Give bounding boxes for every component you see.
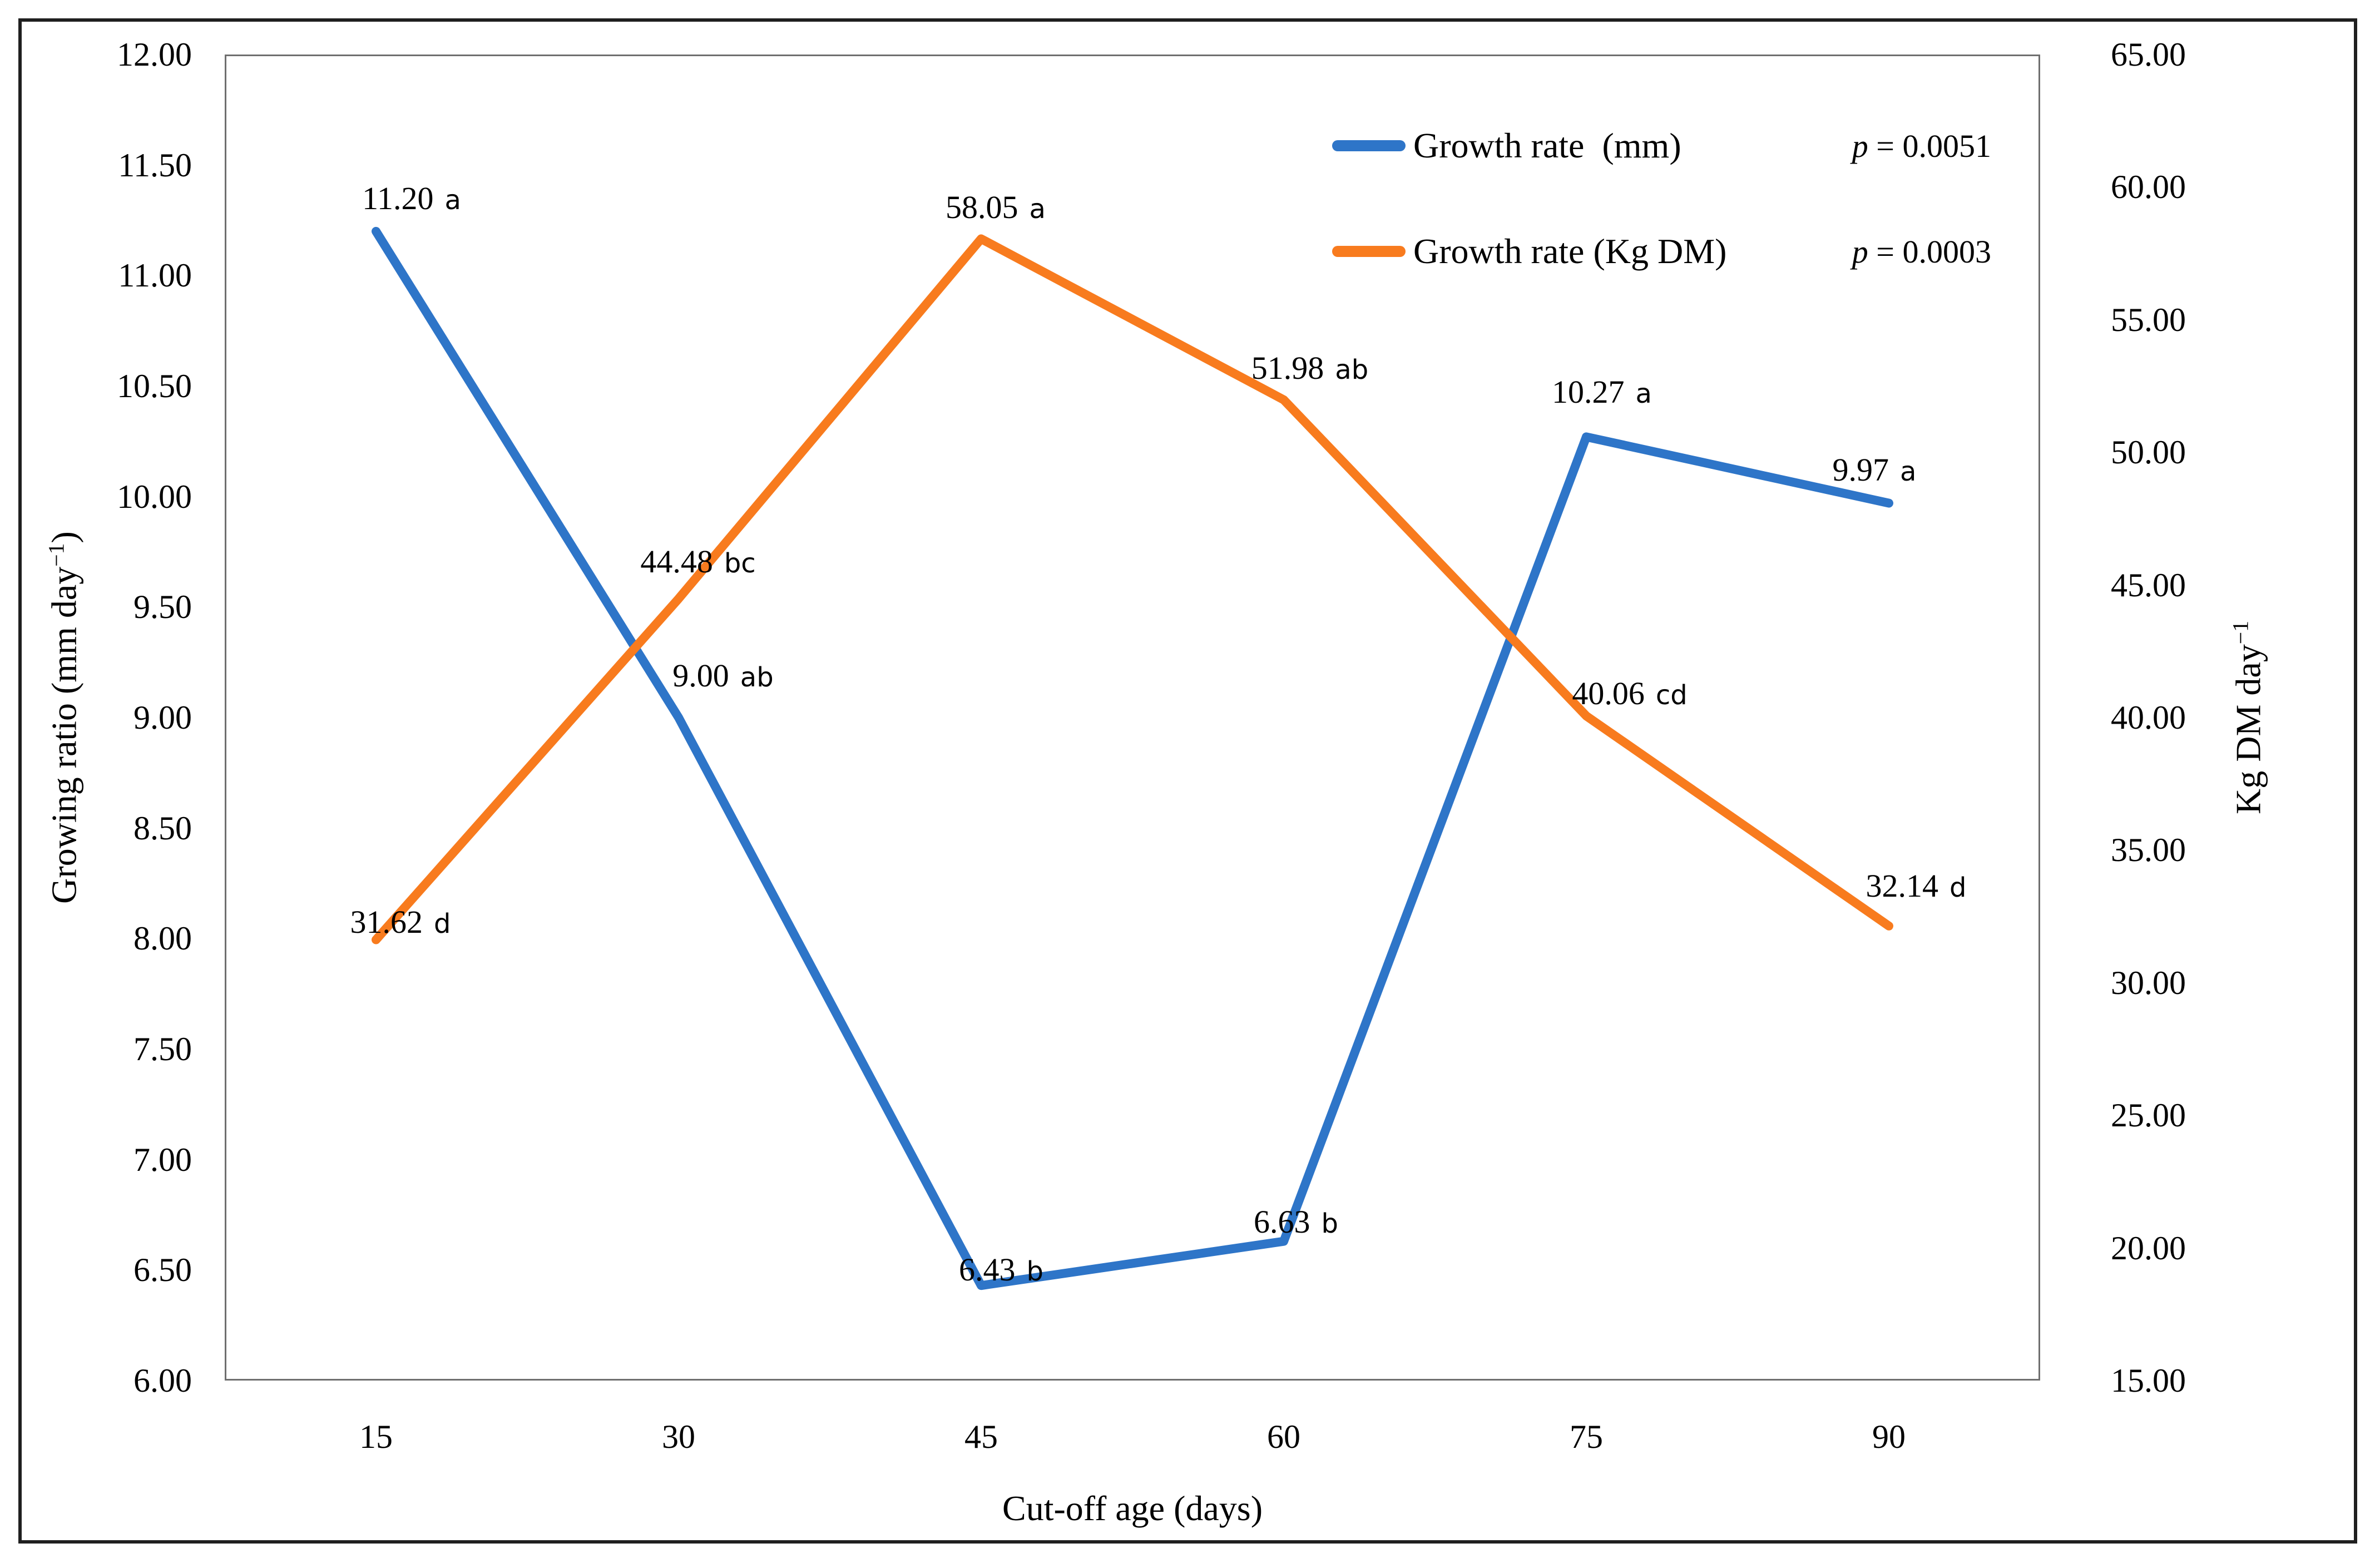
right-axis-tick-label: 25.00 [2111,1097,2186,1134]
left-axis-tick-label: 9.50 [133,588,192,626]
data-label-value: 51.98 [1251,350,1324,386]
left-axis-tick-label: 6.50 [133,1252,192,1289]
data-label: 31.62 d [350,906,451,938]
right-axis-tick-label: 35.00 [2111,832,2186,869]
p-value-label: p = 0.0003 [1852,233,1991,270]
significance-letter: ab [740,662,774,693]
series-line-kg-dm [372,234,1893,944]
left-axis-tick-label: 7.50 [133,1031,192,1067]
legend-swatch-icon [1332,140,1406,151]
right-axis-tick-label: 55.00 [2111,301,2186,338]
series-line-mm [372,226,1893,1290]
left-axis-tick-label: 11.00 [118,257,192,294]
right-axis-tick-label: 45.00 [2111,566,2186,604]
significance-letter: b [1026,1256,1043,1287]
data-label-value: 10.27 [1552,374,1625,410]
right-axis-tick-label: 50.00 [2111,434,2186,471]
significance-letter: a [1029,194,1046,225]
left-axis-tick-label: 8.00 [133,920,192,957]
right-axis-tick-label: 65.00 [2111,36,2186,73]
significance-letter: cd [1655,680,1688,711]
p-symbol: p [1852,127,1868,164]
data-label: 6.43 b [959,1254,1043,1286]
significance-letter: a [1635,378,1652,409]
significance-letter: a [1900,456,1917,487]
right-axis-tick-label: 15.00 [2111,1362,2186,1399]
data-label: 10.27 a [1552,376,1652,408]
p-symbol: p [1852,233,1868,270]
data-label: 9.00 ab [672,660,773,692]
right-axis-tick-label: 20.00 [2111,1229,2186,1267]
data-label-value: 9.00 [672,657,729,694]
data-label: 6.63 b [1254,1206,1338,1238]
left-axis-ticks: 12.00 11.50 11.00 10.50 10.00 9.50 9.00 8.50 8.0… [50,0,192,1568]
data-label-value: 40.06 [1572,675,1645,711]
left-axis-tick-label: 10.50 [117,368,192,404]
plot-area [225,55,2040,1381]
right-axis-tick-label: 60.00 [2111,169,2186,206]
legend-label: Growth rate (Kg DM) [1413,231,1727,271]
left-axis-tick-label: 12.00 [117,36,192,73]
data-label-value: 6.43 [959,1252,1016,1288]
p-value-text: = 0.0051 [1868,127,1991,164]
data-label: 9.97 a [1833,454,1917,486]
significance-letter: ab [1335,354,1369,385]
x-axis-tick-label: 75 [1570,1418,1603,1455]
data-label: 11.20 a [362,182,461,215]
x-axis-tick-label: 60 [1267,1418,1300,1455]
left-axis-tick-label: 7.00 [133,1141,192,1178]
legend-entry-mm: Growth rate (mm) p = 0.0051 [1332,125,1991,166]
data-label: 44.48 bc [640,546,755,578]
x-axis-tick-label: 90 [1872,1418,1906,1455]
legend-swatch-icon [1332,246,1406,257]
x-axis-tick-label: 30 [662,1418,695,1455]
data-label-value: 11.20 [362,180,434,216]
significance-letter: d [434,908,451,939]
right-axis-tick-label: 30.00 [2111,964,2186,1001]
x-axis-tick-label: 45 [964,1418,998,1455]
data-label: 58.05 a [946,191,1046,224]
data-label-value: 9.97 [1832,452,1889,488]
significance-letter: a [444,185,461,216]
data-label: 40.06 cd [1572,677,1687,710]
significance-letter: d [1950,872,1967,903]
left-axis-tick-label: 11.50 [118,146,192,184]
right-axis-tick-label: 40.00 [2111,699,2186,736]
data-label: 51.98 ab [1251,352,1368,384]
p-value-text: = 0.0003 [1868,233,1991,270]
significance-letter: b [1321,1208,1338,1239]
data-label-value: 31.62 [350,904,423,940]
right-axis-ticks: 65.00 60.00 55.00 50.00 45.00 40.00 35.00 30.00… [2111,0,2344,1568]
x-axis-title: Cut-off age (days) [1002,1488,1263,1528]
left-axis-tick-label: 9.00 [133,699,192,736]
legend-entry-kg-dm: Growth rate (Kg DM) p = 0.0003 [1332,231,1991,272]
data-label-value: 58.05 [946,189,1018,225]
left-axis-tick-label: 8.50 [133,809,192,847]
p-value-label: p = 0.0051 [1852,127,1991,165]
left-axis-tick-label: 10.00 [117,478,192,515]
significance-letter: bc [724,548,756,579]
data-label: 32.14 d [1866,870,1967,902]
figure-border [18,18,2357,1544]
data-label-value: 44.48 [640,543,713,580]
data-label-value: 32.14 [1866,868,1939,904]
x-axis-tick-label: 15 [359,1418,393,1455]
legend-label: Growth rate (mm) [1413,126,1681,165]
left-axis-tick-label: 6.00 [133,1362,192,1399]
data-label-value: 6.63 [1254,1204,1310,1240]
